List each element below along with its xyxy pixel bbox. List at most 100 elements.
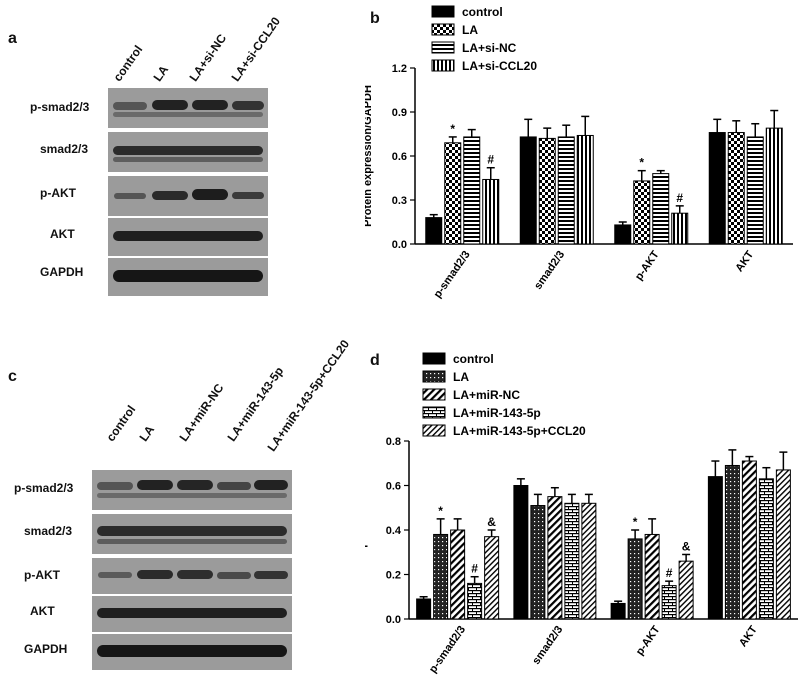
x-tick-label: AKT	[733, 249, 756, 275]
bar	[482, 178, 500, 245]
significance-mark: #	[666, 566, 673, 580]
western-blot-a: control LA LA+si-NC LA+si-CCL20 p-smad2/…	[0, 0, 290, 300]
panel-label-b: b	[370, 10, 380, 27]
legend-swatch	[431, 41, 455, 54]
blot-c-lane-label: LA	[136, 422, 158, 444]
bar	[547, 496, 563, 620]
blot-a-row-label: p-smad2/3	[30, 100, 90, 114]
bar	[513, 485, 529, 620]
bar	[564, 502, 580, 620]
bar	[727, 132, 745, 245]
legend-swatch	[422, 424, 446, 437]
legend-swatch	[431, 23, 455, 36]
panel-label-d: d	[370, 352, 380, 369]
legend-label: LA	[462, 23, 478, 37]
y-tick-label: 0.9	[392, 107, 407, 119]
legend-swatch	[431, 59, 455, 72]
blot-a-strip-smad2-3	[108, 132, 268, 172]
legend-label: LA+si-NC	[462, 41, 517, 55]
blot-a-lane-label: LA+si-CCL20	[228, 14, 284, 85]
blot-c-strip-smad2-3	[92, 514, 292, 554]
significance-mark: &	[487, 515, 496, 529]
legend-swatch	[422, 370, 446, 383]
legend-label: control	[453, 352, 494, 366]
blot-c-row-label: AKT	[30, 604, 55, 618]
panel-label-a: a	[8, 30, 17, 47]
bar	[707, 476, 723, 620]
bar	[444, 142, 462, 245]
y-tick-label: 0.6	[392, 151, 407, 163]
blot-a-row-label: AKT	[50, 227, 75, 241]
bar	[519, 136, 537, 245]
bar	[530, 505, 546, 620]
bar	[724, 464, 740, 620]
bar	[484, 536, 500, 620]
blot-c-row-label: GAPDH	[24, 642, 68, 656]
bar	[576, 134, 594, 245]
bar	[416, 598, 432, 620]
blot-a-row-label: smad2/3	[40, 142, 89, 156]
x-tick-label: p-smad2/3	[427, 624, 468, 675]
x-tick-label: p-smad2/3	[432, 249, 473, 300]
bar	[467, 582, 483, 620]
significance-mark: *	[633, 515, 638, 529]
significance-mark: *	[450, 122, 455, 136]
y-tick-label: 0.4	[386, 525, 402, 537]
blot-a-strip-akt	[108, 218, 268, 256]
significance-mark: #	[676, 191, 683, 205]
bar	[775, 469, 791, 620]
bar	[463, 136, 481, 245]
blot-a-lane-label: control	[110, 42, 146, 84]
legend-swatch	[422, 388, 446, 401]
legend-label: LA+miR-143-5p	[453, 406, 541, 420]
legend-label: LA+miR-NC	[453, 388, 520, 402]
blot-c-strip-p-akt	[92, 558, 292, 594]
blot-a-lane-label: LA+si-NC	[186, 31, 230, 84]
significance-mark: #	[487, 153, 494, 167]
blot-c-lane-label: LA+miR-143-5p+CCL20	[264, 337, 353, 454]
blot-a-row-label: GAPDH	[40, 265, 84, 279]
bar	[633, 180, 651, 245]
bar	[758, 478, 774, 620]
legend-label: LA+si-CCL20	[462, 59, 537, 73]
significance-mark: &	[682, 539, 691, 553]
significance-mark: *	[639, 156, 644, 170]
y-tick-label: 0.8	[386, 436, 401, 448]
x-tick-label: smad2/3	[532, 249, 567, 292]
x-tick-label: smad2/3	[530, 624, 565, 667]
bar	[644, 533, 660, 620]
blot-c-strip-p-smad2-3	[92, 470, 292, 510]
y-tick-label: 1.2	[392, 63, 407, 75]
blot-c-lane-label: control	[103, 402, 139, 444]
bar-chart-b: control LA LA+si-NC LA+si-CCL20 0.0 0.3 0.6 0.9…	[365, 5, 793, 300]
blot-c-row-label: p-AKT	[24, 568, 60, 582]
legend-swatch	[422, 406, 446, 419]
blot-a-strip-gapdh	[108, 258, 268, 296]
blot-c-lane-label: LA+miR-NC	[176, 381, 227, 444]
legend-swatch	[431, 5, 455, 18]
bar	[746, 136, 764, 245]
blot-c-row-label: smad2/3	[24, 524, 73, 538]
significance-mark: #	[471, 562, 478, 576]
x-tick-label: p-AKT	[634, 624, 663, 658]
bar	[627, 538, 643, 620]
blot-a-strip-p-smad2-3	[108, 88, 268, 128]
y-tick-label: 0.2	[386, 570, 401, 582]
y-axis-label: Protein expression/GAPDH	[365, 85, 374, 227]
bar	[538, 137, 556, 245]
blot-a-row-label: p-AKT	[40, 186, 76, 200]
bar	[741, 460, 757, 620]
bar	[671, 212, 689, 245]
bar	[581, 502, 597, 620]
bar	[610, 602, 626, 620]
legend-label: LA+miR-143-5p+CCL20	[453, 424, 586, 438]
panel-label-c: c	[8, 368, 17, 385]
bar-chart-d: control LA LA+miR-NC LA+miR-143-5p LA+miR-14…	[365, 352, 798, 675]
legend-label: control	[462, 5, 503, 19]
y-tick-label: 0.0	[386, 614, 401, 626]
bar	[425, 217, 443, 245]
blot-c-row-label: p-smad2/3	[14, 481, 74, 495]
bar	[652, 173, 670, 245]
blot-a-strip-p-akt	[108, 176, 268, 216]
western-blot-c: control LA LA+miR-NC LA+miR-143-5p LA+mi…	[0, 337, 352, 670]
